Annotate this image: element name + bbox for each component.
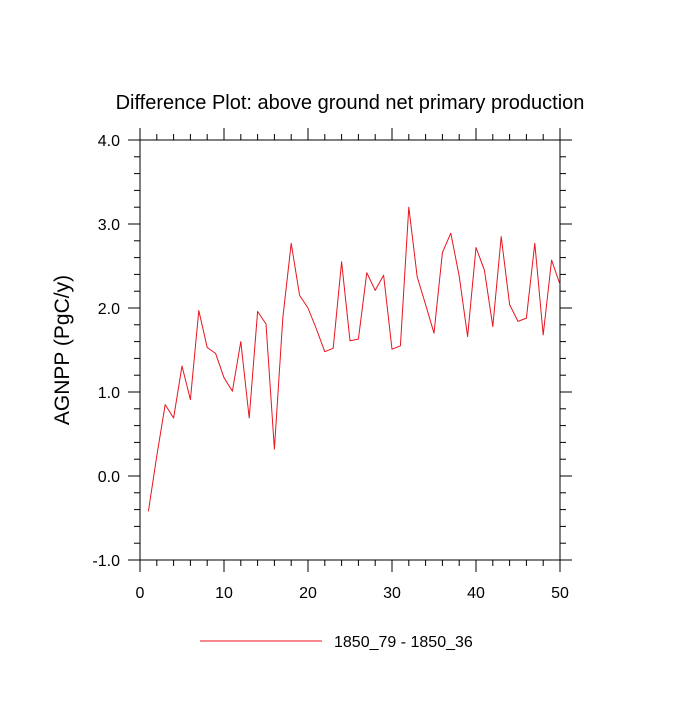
y-tick-label: 2.0 xyxy=(98,301,120,318)
y-axis-label: AGNPP (PgC/y) xyxy=(51,275,74,425)
x-tick-label: 0 xyxy=(136,585,145,602)
chart-title: Difference Plot: above ground net primar… xyxy=(116,92,585,114)
y-tick-label: 1.0 xyxy=(98,385,120,402)
axis-tick-labels: 0 10 20 30 40 50 -1.0 0.0 1.0 2.0 3.0 4.0 xyxy=(92,133,569,602)
axis-ticks xyxy=(128,128,572,572)
y-tick-label: 0.0 xyxy=(98,469,120,486)
y-tick-label: 4.0 xyxy=(98,133,120,150)
y-tick-label: -1.0 xyxy=(92,553,120,570)
x-tick-label: 40 xyxy=(467,585,485,602)
x-tick-label: 20 xyxy=(299,585,317,602)
series-group xyxy=(147,206,561,512)
y-tick-label: 3.0 xyxy=(98,217,120,234)
x-tick-label: 50 xyxy=(551,585,569,602)
legend: 1850_79 - 1850_36 xyxy=(200,634,473,651)
x-tick-label: 30 xyxy=(383,585,401,602)
legend-label: 1850_79 - 1850_36 xyxy=(334,634,473,651)
x-tick-label: 10 xyxy=(215,585,233,602)
series-line-0 xyxy=(147,206,561,512)
plot-frame xyxy=(139,139,561,561)
